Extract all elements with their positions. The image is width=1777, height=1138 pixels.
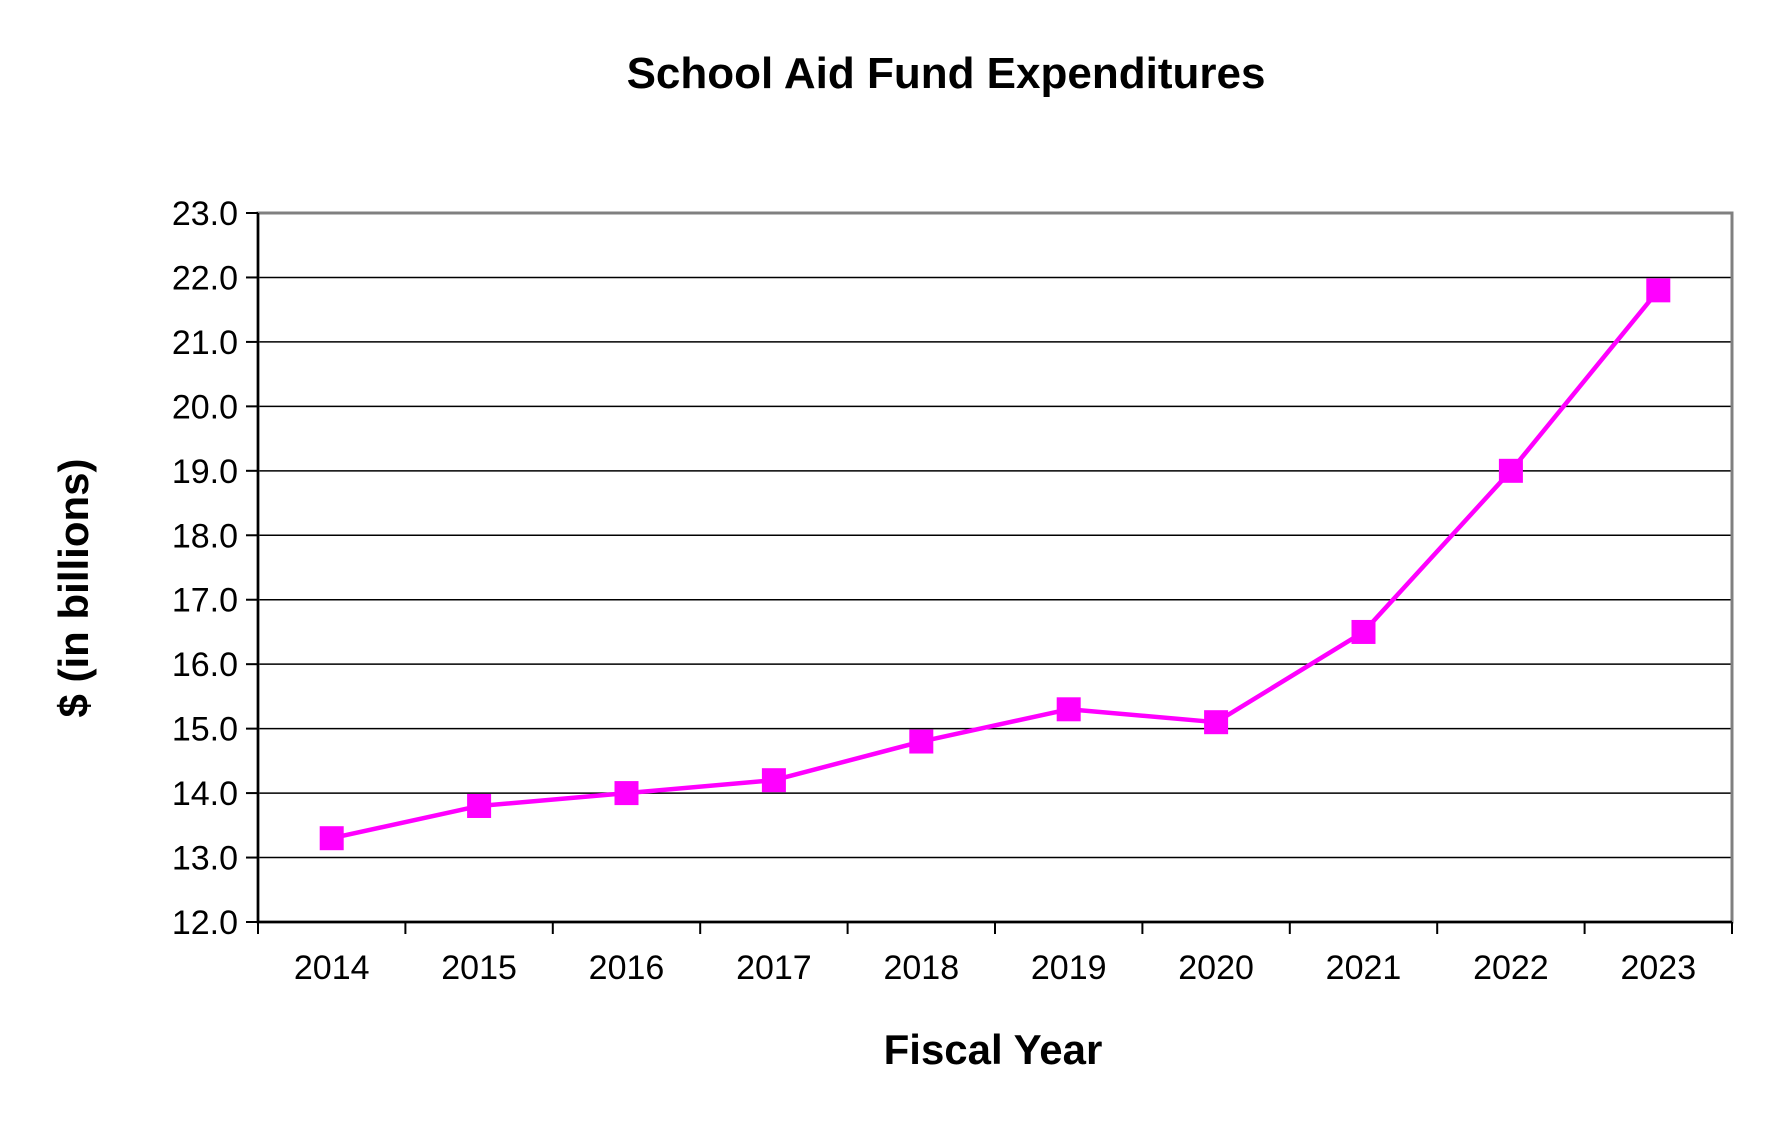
y-tick-label: 18.0 xyxy=(172,517,238,555)
y-tick-label: 19.0 xyxy=(172,453,238,491)
y-tick-label: 20.0 xyxy=(172,388,238,426)
y-tick-labels: 12.0 13.0 14.0 15.0 16.0 17.0 18.0 19.0 20.0 21.0… xyxy=(172,195,238,942)
y-tick-label: 22.0 xyxy=(172,259,238,297)
x-tick-label: 2022 xyxy=(1473,949,1549,987)
x-tick-label: 2015 xyxy=(441,949,517,987)
data-point-marker xyxy=(1351,619,1376,644)
y-tick-label: 14.0 xyxy=(172,775,238,813)
data-point-marker xyxy=(614,781,639,806)
x-tick-label: 2017 xyxy=(736,949,812,987)
series xyxy=(319,278,1671,851)
axes xyxy=(246,212,1733,934)
x-axis-title: Fiscal Year xyxy=(884,1026,1103,1073)
x-tick-label: 2023 xyxy=(1620,949,1696,987)
x-tick-label: 2014 xyxy=(294,949,370,987)
x-tick-label: 2020 xyxy=(1178,949,1254,987)
y-tick-label: 23.0 xyxy=(172,195,238,233)
data-point-marker xyxy=(1646,278,1671,303)
x-tick-label: 2018 xyxy=(883,949,959,987)
data-point-marker xyxy=(1498,458,1523,483)
y-tick-label: 16.0 xyxy=(172,646,238,684)
x-tick-labels: 2014 2015 2016 2017 2018 2019 2020 2021 2022 2023 xyxy=(294,949,1696,987)
y-axis-title: $ (in billions) xyxy=(50,459,97,718)
chart-title: School Aid Fund Expenditures xyxy=(627,49,1266,98)
series-line xyxy=(331,288,1661,841)
x-tick-label: 2021 xyxy=(1326,949,1402,987)
data-point-marker xyxy=(761,768,786,793)
x-tick-label: 2019 xyxy=(1031,949,1107,987)
data-point-marker xyxy=(909,729,934,754)
data-point-marker xyxy=(467,793,492,818)
data-point-marker xyxy=(319,826,344,851)
x-tick-label: 2016 xyxy=(589,949,665,987)
y-tick-label: 21.0 xyxy=(172,324,238,362)
data-point-marker xyxy=(1056,697,1081,722)
y-tick-label: 15.0 xyxy=(172,711,238,749)
y-tick-label: 13.0 xyxy=(172,840,238,878)
gridlines xyxy=(258,276,1732,859)
y-tick-label: 17.0 xyxy=(172,582,238,620)
data-point-marker xyxy=(1204,710,1229,735)
y-tick-label: 12.0 xyxy=(172,904,238,942)
